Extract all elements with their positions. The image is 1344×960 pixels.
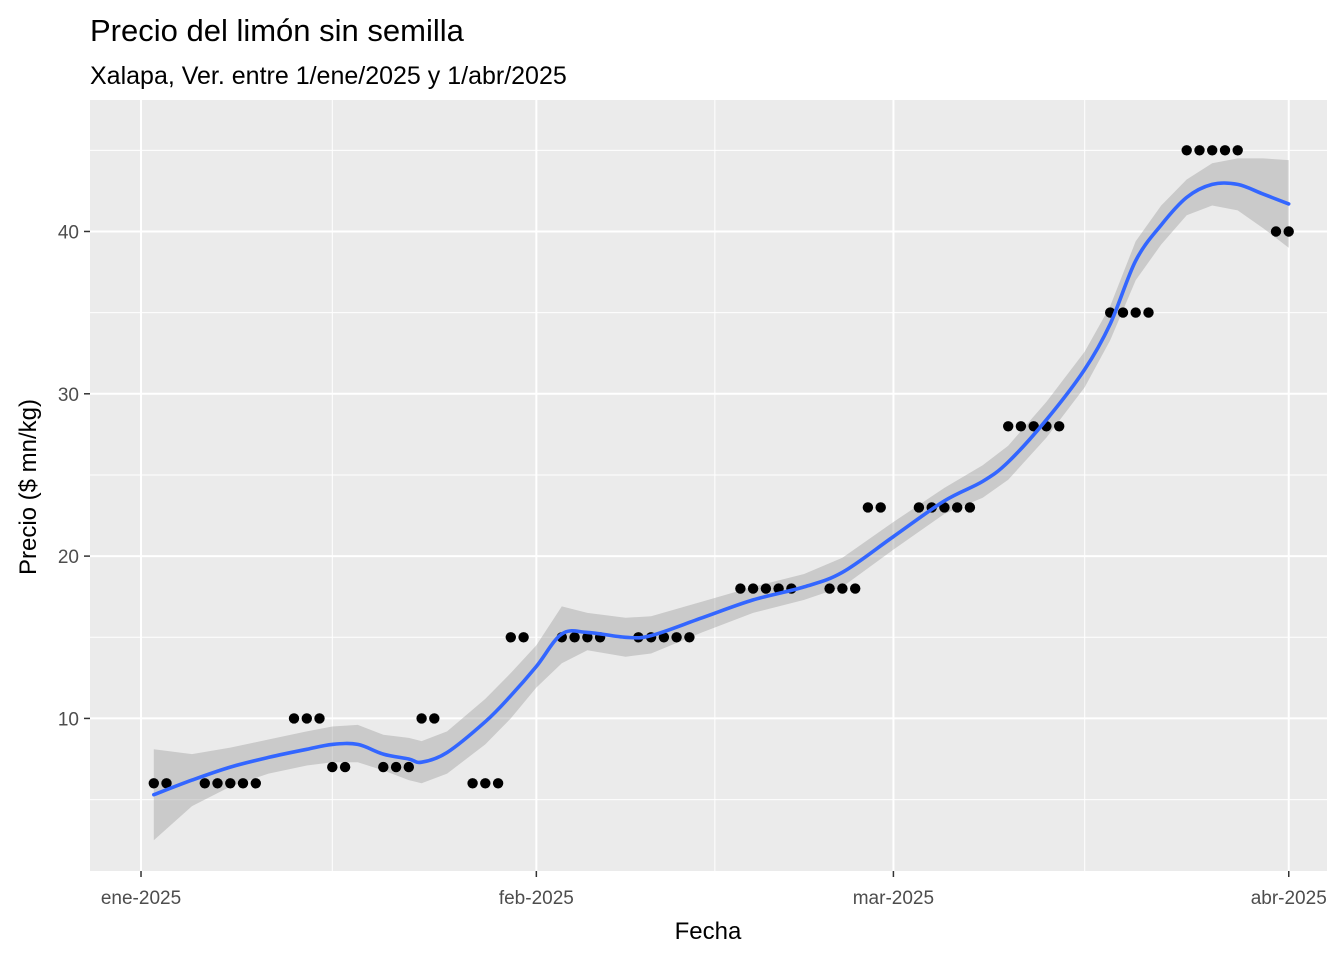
y-axis-title: Precio ($ mn/kg) — [15, 399, 42, 575]
y-tick-label: 20 — [58, 547, 79, 568]
data-point — [1207, 145, 1218, 156]
data-point — [824, 583, 835, 594]
data-point — [1270, 226, 1282, 237]
data-point — [250, 778, 261, 789]
data-point — [939, 502, 950, 513]
confidence-band — [153, 158, 1289, 841]
data-point — [327, 761, 338, 773]
data-points-layer — [148, 145, 1294, 789]
data-point — [403, 761, 414, 773]
data-point — [1130, 307, 1141, 318]
data-point — [199, 778, 210, 789]
smooth-line-layer — [152, 181, 1291, 797]
x-axis-title: Fecha — [675, 918, 742, 945]
x-tick-label: ene-2025 — [101, 888, 181, 909]
data-point — [301, 713, 312, 724]
confidence-band-layer — [153, 158, 1289, 841]
data-point — [1143, 307, 1154, 318]
data-point — [1003, 421, 1014, 432]
data-point — [952, 502, 963, 513]
x-tick-label: mar-2025 — [853, 888, 934, 909]
data-point — [760, 583, 772, 594]
x-tick-label: feb-2025 — [499, 888, 574, 909]
data-point — [658, 632, 670, 643]
data-point — [288, 713, 300, 724]
minor-gridlines — [90, 100, 1327, 871]
data-point — [148, 778, 159, 789]
data-point — [1054, 421, 1065, 432]
data-point — [582, 632, 593, 643]
axes-layer: 10 20 30 40 ene-2025 feb-2025 mar-2025 abr-2025 — [58, 222, 1327, 909]
data-point — [429, 713, 440, 724]
data-point — [480, 778, 491, 789]
data-point — [314, 713, 325, 724]
data-point — [467, 778, 478, 789]
data-point — [339, 761, 351, 773]
data-point — [671, 632, 682, 643]
data-point — [1219, 145, 1231, 156]
data-point — [964, 502, 976, 513]
data-point — [684, 632, 695, 643]
data-point — [1028, 421, 1039, 432]
data-point — [1181, 145, 1192, 156]
data-point — [390, 761, 402, 773]
data-point — [518, 632, 529, 643]
data-point — [492, 778, 504, 789]
data-point — [212, 778, 223, 789]
x-tick-label: abr-2025 — [1251, 888, 1327, 909]
data-point — [837, 583, 848, 594]
y-tick-label: 30 — [58, 385, 79, 406]
data-point — [735, 583, 746, 594]
data-point — [505, 632, 516, 643]
data-point — [1117, 307, 1129, 318]
data-point — [1015, 421, 1027, 432]
smooth-trend-line — [152, 181, 1291, 797]
data-point — [747, 583, 759, 594]
data-point — [1283, 226, 1294, 237]
chart-title: Precio del limón sin semilla — [90, 13, 465, 48]
data-point — [161, 778, 172, 789]
data-point — [850, 583, 861, 594]
data-point — [913, 502, 925, 513]
data-point — [237, 778, 249, 789]
data-point — [569, 632, 580, 643]
data-point — [862, 502, 874, 513]
data-point — [225, 778, 236, 789]
y-tick-label: 10 — [58, 709, 79, 730]
data-point — [875, 502, 886, 513]
chart-subtitle: Xalapa, Ver. entre 1/ene/2025 y 1/abr/20… — [90, 62, 567, 90]
data-point — [1194, 145, 1205, 156]
plot-panel — [90, 100, 1327, 871]
data-point — [1232, 145, 1243, 156]
data-point — [416, 713, 427, 724]
data-point — [378, 761, 389, 773]
y-tick-label: 40 — [58, 222, 79, 243]
